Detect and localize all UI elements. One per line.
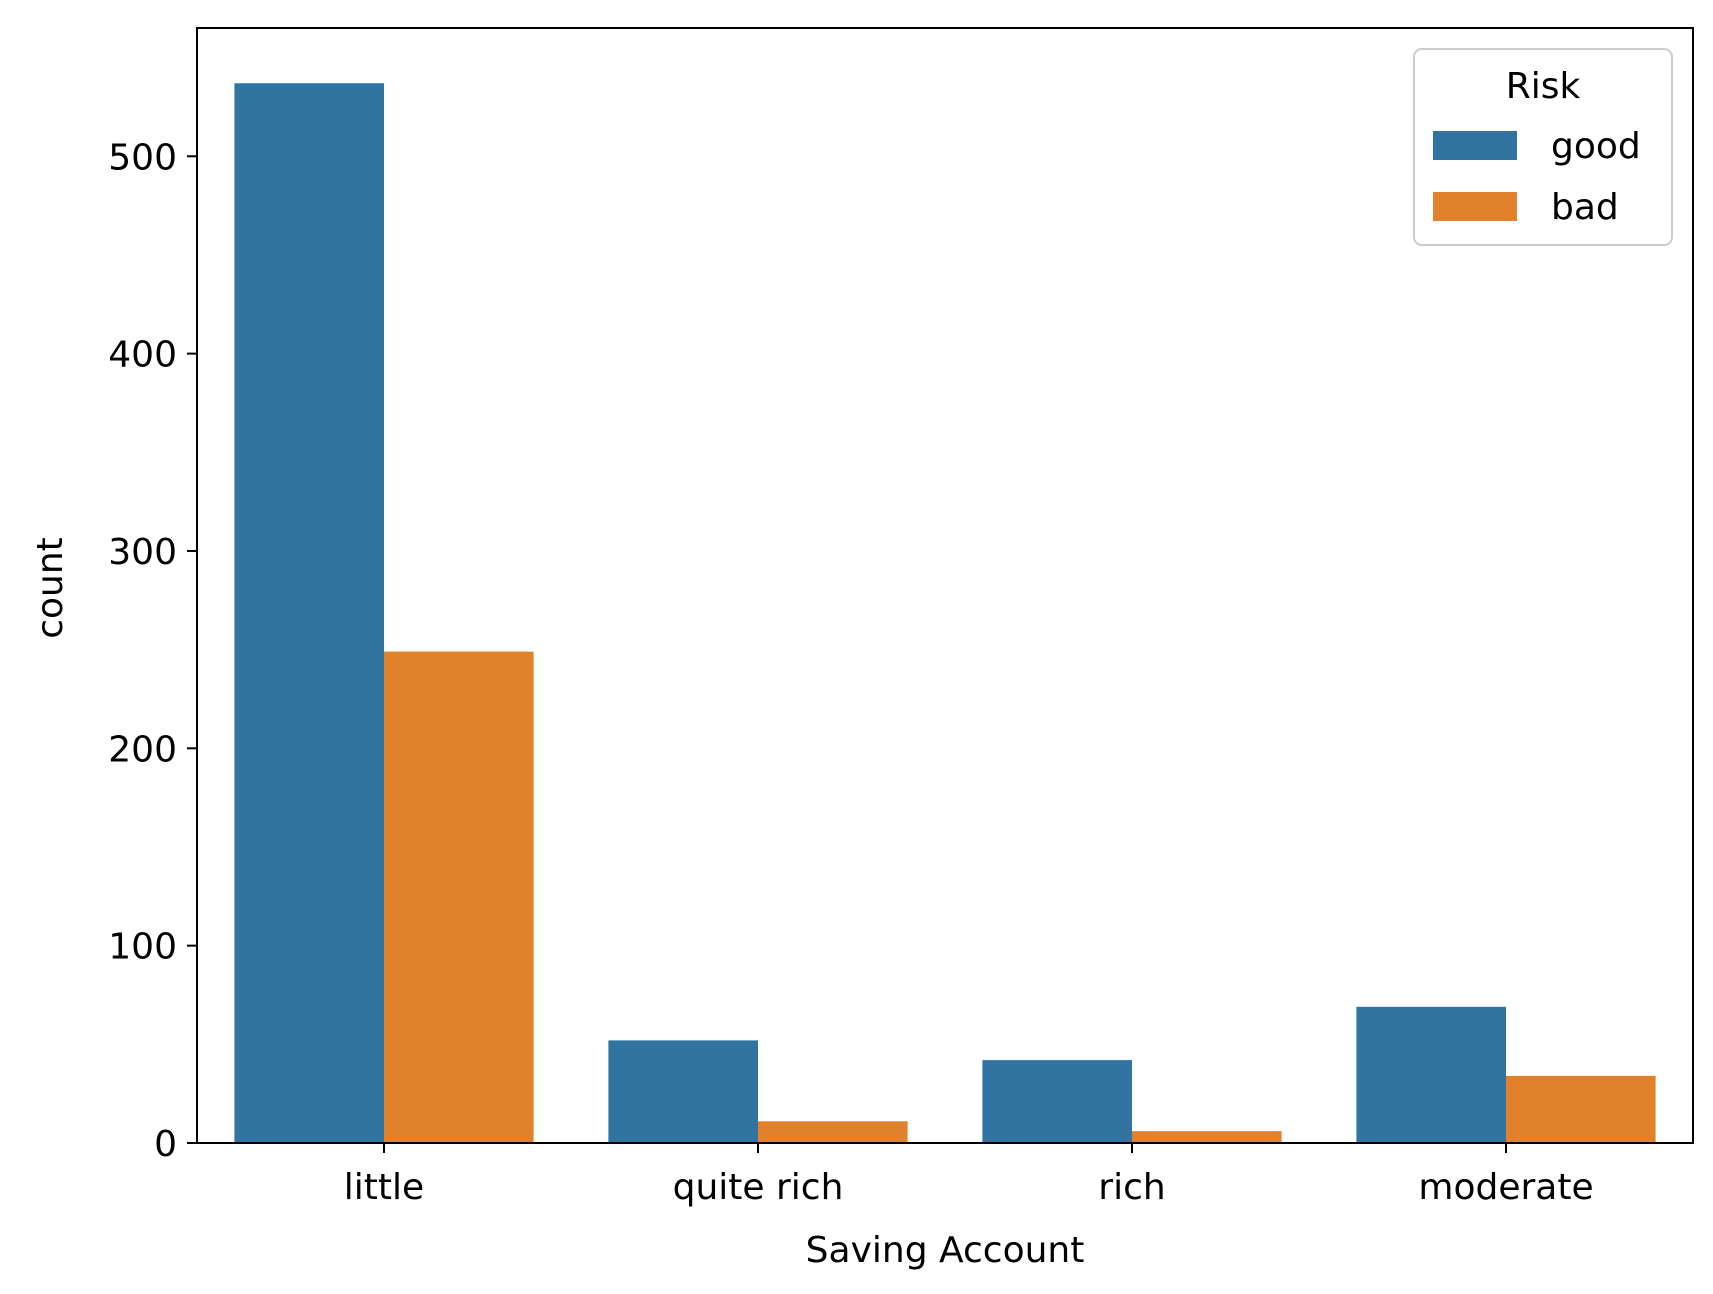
bar-moderate-bad [1506,1075,1656,1143]
x-tick-label-quite-rich: quite rich [673,1167,844,1208]
plot-frame [196,27,1694,1144]
bar-moderate-good [1356,1006,1506,1143]
x-tick-label-little: little [344,1167,424,1208]
x-tick-label-rich: rich [1098,1167,1165,1208]
x-axis-title: Saving Account [806,1230,1085,1271]
y-tick-label: 400 [108,335,177,376]
y-tick-label: 0 [154,1124,177,1165]
bar-rich-good [982,1060,1132,1143]
legend-label-bad: bad [1551,187,1619,228]
legend-title: Risk [1506,66,1581,107]
bars-group [234,83,1656,1144]
x-axis: little quite rich rich moderate [344,1143,1594,1208]
bar-little-good [234,83,384,1144]
legend-swatch-bad [1433,192,1517,221]
y-tick-label: 300 [108,532,177,573]
legend-swatch-good [1433,131,1517,160]
y-tick-label: 200 [108,729,177,770]
bar-little-bad [384,651,534,1143]
y-axis-title: count [30,537,71,639]
legend-label-good: good [1551,126,1641,167]
bar-quite-rich-bad [758,1121,908,1143]
y-tick-label: 500 [108,137,177,178]
bar-rich-bad [1132,1131,1282,1143]
y-tick-label: 100 [108,927,177,968]
x-tick-label-moderate: moderate [1418,1167,1593,1208]
legend: Risk good bad [1413,48,1673,246]
y-axis: 0 100 200 300 400 500 [108,137,197,1165]
bar-quite-rich-good [608,1040,758,1143]
